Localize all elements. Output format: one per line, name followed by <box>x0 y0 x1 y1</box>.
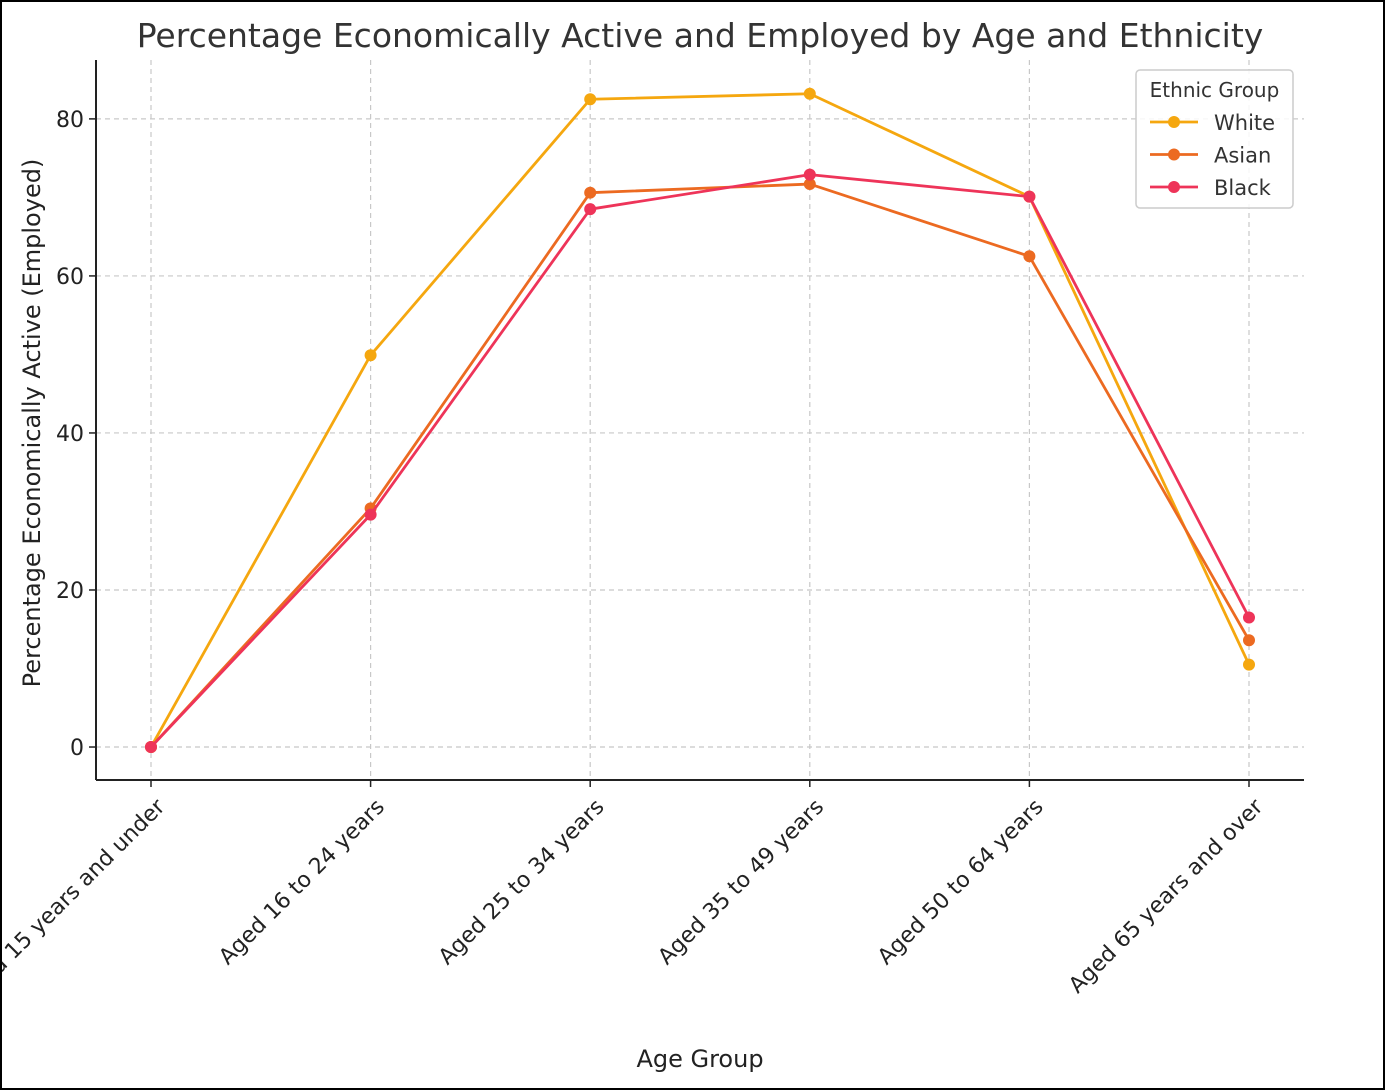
series-line-asian <box>149 182 1251 748</box>
y-tick-label: 0 <box>70 736 84 761</box>
data-point-black <box>1023 190 1036 203</box>
data-point-asian <box>803 178 816 191</box>
legend-label: Asian <box>1214 144 1271 168</box>
data-point-black <box>364 508 377 521</box>
series-lines <box>145 87 1255 754</box>
data-point-asian <box>1243 634 1255 647</box>
series-line-white <box>149 92 1251 748</box>
legend-box <box>1135 69 1294 209</box>
data-point-white <box>364 349 377 362</box>
legend-title: Ethnic Group <box>1150 78 1280 102</box>
data-point-black <box>803 168 816 181</box>
data-point-white <box>1243 658 1255 671</box>
data-point-black <box>1243 611 1255 624</box>
legend: Ethnic Group White Asian Black <box>1135 69 1294 209</box>
legend-swatch-marker <box>1168 148 1180 161</box>
data-point-black <box>584 203 597 216</box>
legend-swatch-marker <box>1168 181 1180 193</box>
x-axis-label: Age Group <box>636 1045 763 1073</box>
x-tick-label: Aged 50 to 64 years <box>873 795 1048 970</box>
legend-label: Black <box>1214 176 1272 200</box>
y-tick-label: 80 <box>56 108 84 133</box>
series-line-black <box>149 173 1251 748</box>
legend-swatch-marker <box>1168 116 1180 128</box>
y-axis-label: Percentage Economically Active (Employed… <box>18 159 46 688</box>
x-tick-label: Aged 35 to 49 years <box>654 795 829 970</box>
legend-label: White <box>1214 111 1275 135</box>
data-point-asian <box>1023 250 1036 263</box>
y-tick-label: 20 <box>56 579 84 604</box>
x-tick-label: Aged 25 to 34 years <box>434 795 609 970</box>
data-point-asian <box>584 186 597 199</box>
x-tick-label: Aged 65 years and over <box>1064 794 1269 999</box>
data-point-white <box>803 87 816 100</box>
data-point-black <box>145 741 157 754</box>
x-tick-label: Aged 16 to 24 years <box>214 795 389 970</box>
y-tick-label: 40 <box>56 422 84 447</box>
data-point-white <box>584 93 597 106</box>
y-tick-label: 60 <box>56 265 84 290</box>
chart-title: Percentage Economically Active and Emplo… <box>137 16 1264 55</box>
x-tick-label: Aged 15 years and under <box>2 794 171 1010</box>
axes: 0 20 40 60 80 Aged 15 years and under Aged 16 … <box>2 60 1304 1009</box>
